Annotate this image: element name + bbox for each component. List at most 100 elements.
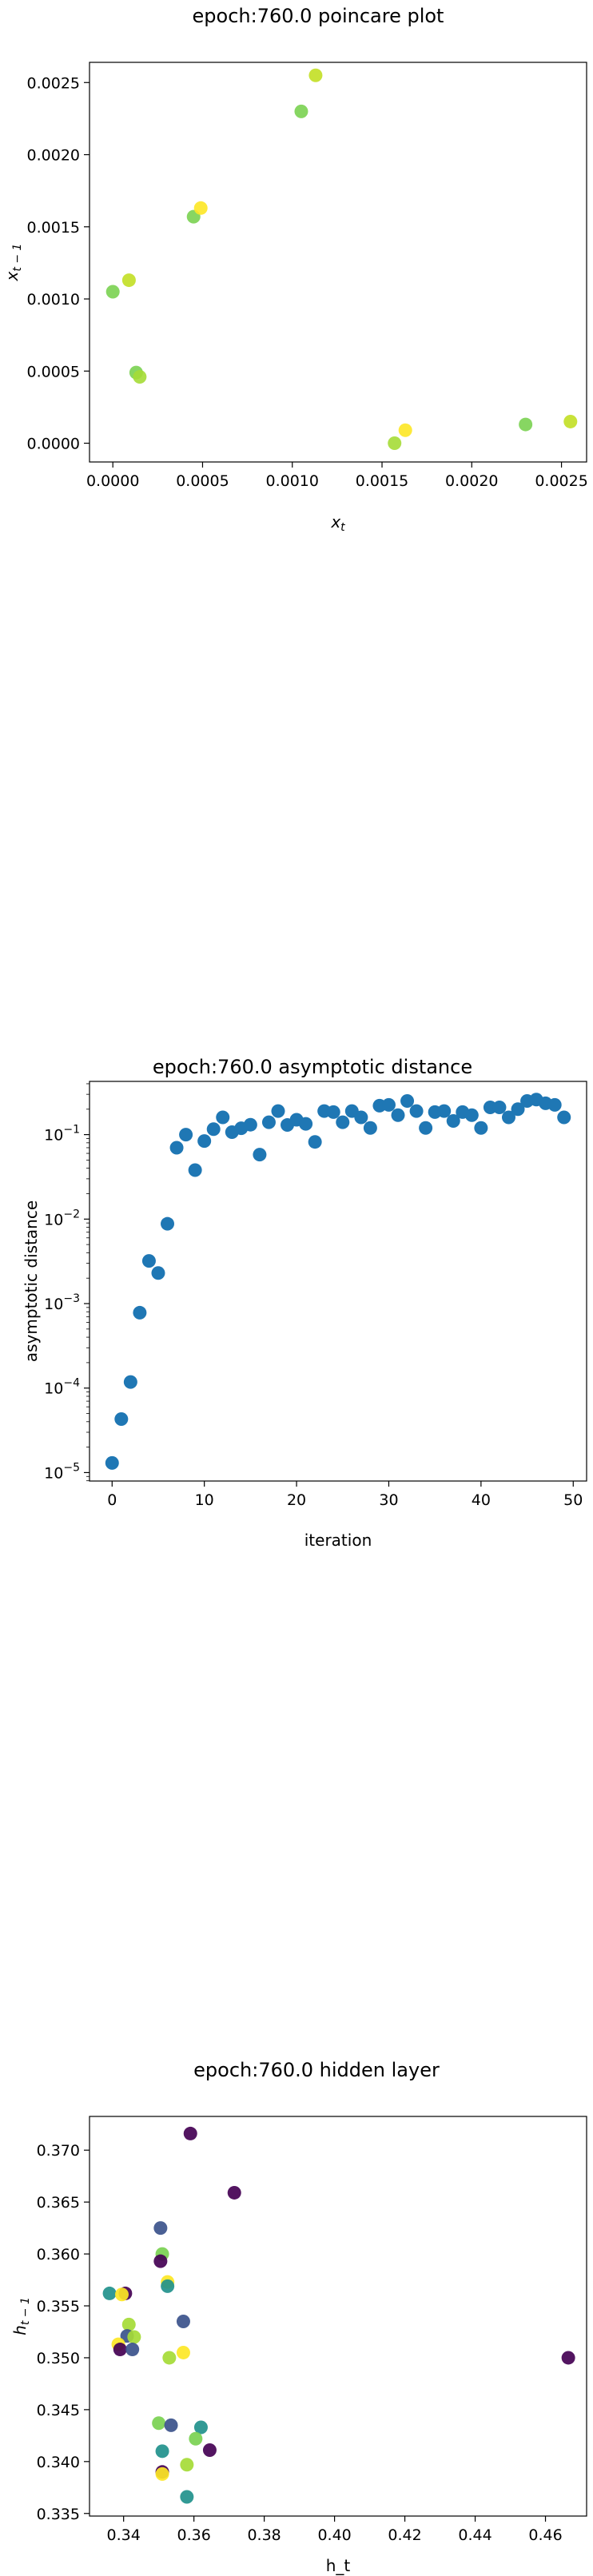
data-point <box>152 2416 166 2431</box>
data-point <box>164 2418 178 2432</box>
data-point <box>271 1104 285 1118</box>
y-tick-label: 10−3 <box>44 1292 80 1313</box>
data-point <box>193 201 208 215</box>
hidden-layer-chart: epoch:760.0 hidden layer 0.34 0.36 0.38 0.4… <box>10 2059 587 2575</box>
chart-title: epoch:760.0 hidden layer <box>193 2059 440 2081</box>
x-tick-label: 0.0015 <box>356 472 408 490</box>
data-point <box>193 2420 208 2435</box>
asymptotic-distance-chart: epoch:760.0 asymptotic distance 0 10 20 30 4… <box>22 1056 587 1550</box>
data-point <box>105 1455 119 1470</box>
data-point <box>176 2314 190 2328</box>
data-point <box>151 1266 165 1280</box>
data-point <box>105 285 120 299</box>
y-tick-label: 10−1 <box>44 1124 80 1145</box>
data-point <box>474 1121 488 1135</box>
data-point <box>388 436 402 451</box>
data-point <box>162 2351 177 2365</box>
data-point <box>308 68 323 82</box>
data-point <box>133 370 147 384</box>
data-point <box>253 1148 267 1162</box>
data-point <box>561 2351 575 2365</box>
data-point <box>155 2444 169 2459</box>
plot-frame <box>89 1081 587 1482</box>
data-point <box>437 1104 452 1118</box>
data-point <box>206 1122 221 1137</box>
data-point <box>381 1097 396 1112</box>
y-tick-label: 0.335 <box>37 2506 80 2523</box>
data-point <box>197 1134 212 1149</box>
x-tick-label: 20 <box>287 1491 306 1509</box>
x-tick-label: 0.34 <box>107 2526 141 2544</box>
data-point <box>169 1141 184 1155</box>
x-tick-label: 0.44 <box>458 2526 492 2544</box>
plot-frame <box>89 2116 587 2517</box>
data-point <box>123 1375 137 1389</box>
data-point <box>153 2254 168 2268</box>
x-tick-label: 10 <box>195 1491 214 1509</box>
y-tick-label: 0.0020 <box>27 147 80 165</box>
data-point <box>125 2343 140 2357</box>
data-point <box>127 2330 141 2344</box>
data-point <box>409 1104 424 1118</box>
y-axis-label: asymptotic distance <box>22 1200 41 1362</box>
data-point <box>519 417 533 432</box>
data-point <box>400 1094 415 1109</box>
data-point <box>464 1108 479 1122</box>
x-axis-label: iteration <box>304 1531 372 1550</box>
data-point <box>113 2343 127 2357</box>
data-point <box>326 1105 340 1119</box>
data-point <box>294 104 308 118</box>
y-tick-label: 0.360 <box>37 2246 80 2263</box>
chart-title: epoch:760.0 asymptotic distance <box>153 1056 472 1078</box>
y-axis-label: xt − 1 <box>2 244 24 282</box>
x-tick-label: 0.0010 <box>265 472 318 490</box>
data-point <box>202 2443 217 2458</box>
y-tick-label: 0.0015 <box>27 219 80 237</box>
data-point <box>511 1102 525 1117</box>
x-tick-label: 0.46 <box>528 2526 562 2544</box>
data-point <box>227 2185 241 2200</box>
data-point <box>161 2279 175 2293</box>
data-point <box>153 2221 168 2236</box>
x-tick-label: 0.42 <box>388 2526 421 2544</box>
data-point <box>114 2287 129 2302</box>
data-point <box>180 2458 194 2472</box>
data-point <box>446 1114 460 1129</box>
x-tick-label: 0.40 <box>317 2526 351 2544</box>
data-point <box>563 414 578 428</box>
data-point <box>391 1108 405 1122</box>
data-point <box>133 1305 147 1320</box>
data-point <box>261 1115 276 1129</box>
data-point <box>336 1115 350 1129</box>
plot-frame <box>89 62 587 463</box>
y-tick-label: 0.0010 <box>27 291 80 309</box>
chart-title: epoch:760.0 poincare plot <box>193 5 444 27</box>
y-tick-label: 0.350 <box>37 2350 80 2367</box>
x-tick-label: 0 <box>107 1491 117 1509</box>
data-point <box>547 1097 562 1112</box>
data-point <box>121 2317 136 2331</box>
y-tick-label: 0.340 <box>37 2454 80 2471</box>
y-tick-label: 0.0000 <box>27 436 80 453</box>
data-point <box>121 273 136 288</box>
data-point <box>141 1254 156 1268</box>
data-point <box>501 1110 515 1125</box>
x-tick-label: 0.38 <box>247 2526 281 2544</box>
poincare-chart: epoch:760.0 poincare plot 0.0000 0.0005 0.… <box>2 5 588 534</box>
data-point <box>188 1163 202 1177</box>
data-point <box>189 2431 203 2446</box>
y-tick-label: 0.345 <box>37 2402 80 2419</box>
x-tick-label: 40 <box>472 1491 491 1509</box>
y-axis-label: ht − 1 <box>10 2297 32 2335</box>
data-point <box>179 1128 193 1142</box>
data-point <box>176 2345 190 2359</box>
data-point <box>363 1121 377 1135</box>
y-tick-label: 0.0005 <box>27 363 80 380</box>
x-tick-label: 0.0025 <box>535 472 587 490</box>
data-point <box>492 1101 507 1115</box>
data-point <box>183 2126 197 2140</box>
x-tick-label: 0.36 <box>177 2526 210 2544</box>
y-tick-label: 0.370 <box>37 2142 80 2160</box>
data-point <box>114 1411 129 1426</box>
